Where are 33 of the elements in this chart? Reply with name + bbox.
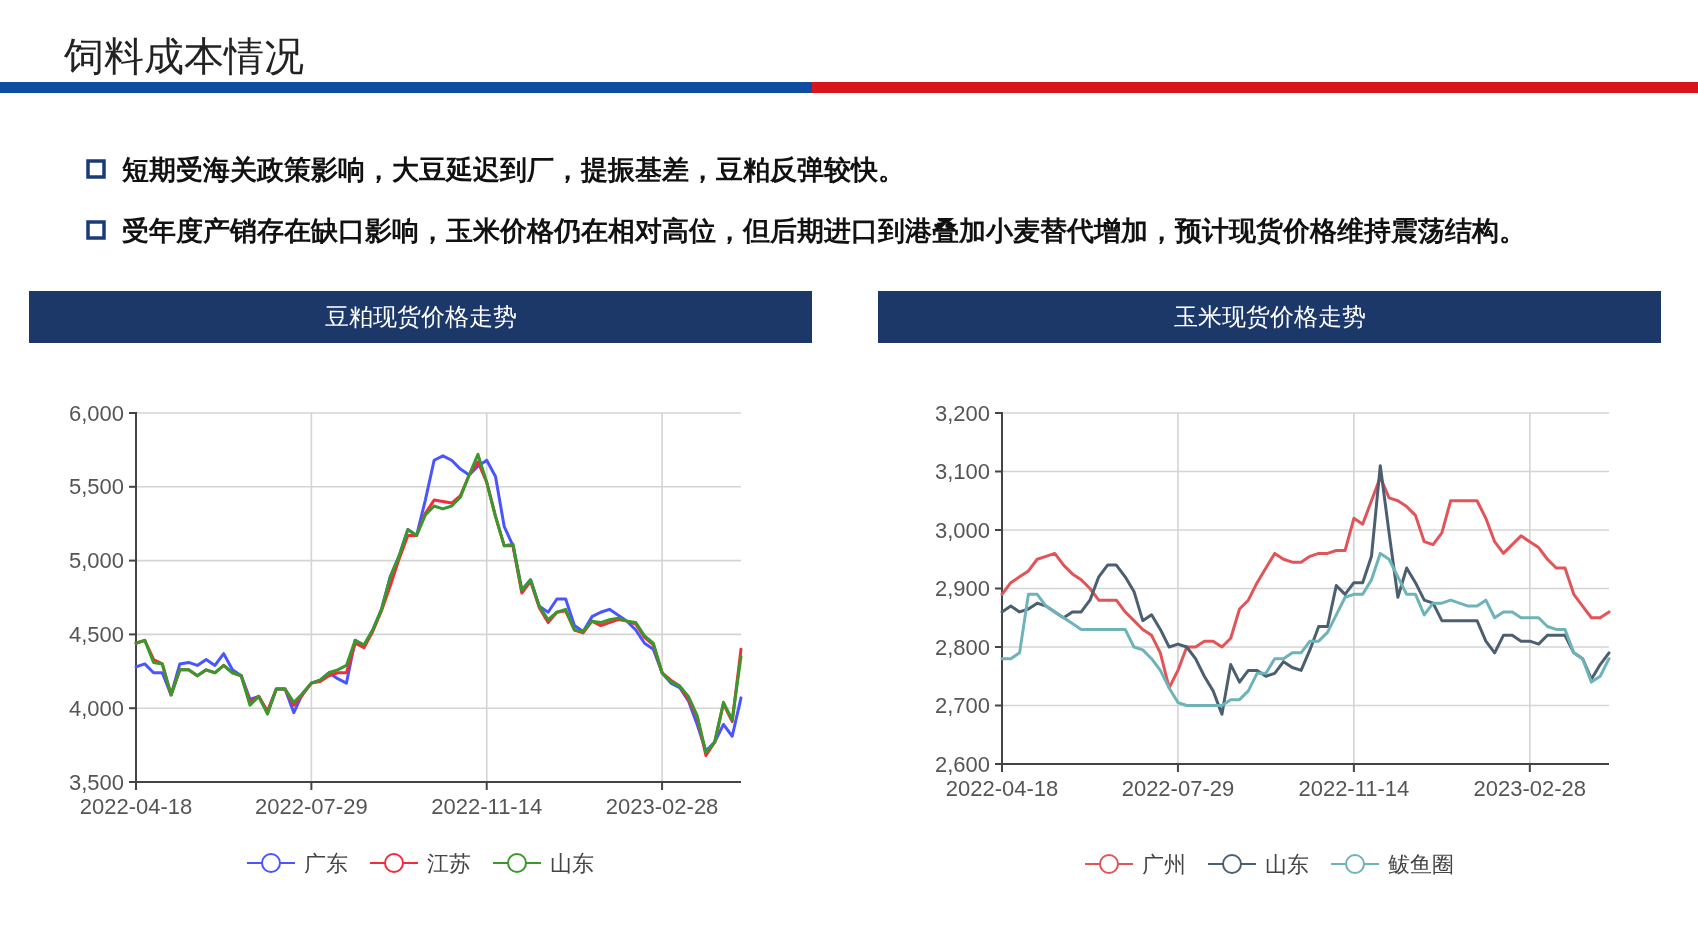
y-tick-label: 6,000: [68, 400, 124, 426]
legend-label: 江苏: [427, 850, 471, 876]
legend-label: 广州: [1142, 851, 1186, 877]
y-tick-label: 2,900: [934, 576, 990, 601]
x-tick-label: 2022-04-18: [945, 775, 1059, 801]
line-series: [1000, 551, 1611, 707]
y-tick-label: 5,500: [68, 474, 124, 500]
chart-title: 玉米现货价格走势: [1173, 303, 1366, 331]
x-tick-label: 2022-07-29: [255, 793, 368, 819]
text: 饲料成本情况: [63, 33, 304, 79]
y-tick-label: 2,700: [934, 693, 990, 718]
x-tick-label: 2022-07-29: [1121, 775, 1235, 801]
x-tick-label: 2023-02-28: [605, 793, 719, 819]
legend-label: 山东: [1265, 851, 1309, 877]
y-tick-label: 2,800: [934, 634, 990, 660]
legend-label: 广东: [304, 850, 348, 876]
y-tick-label: 5,000: [68, 548, 124, 574]
text: 受年度产销存在缺口影响，玉米价格仍在相对高位，但后期进口到港叠加小麦替代增加，预计现货价格维持震荡结构。: [122, 214, 1526, 246]
y-tick-label: 2,600: [934, 751, 990, 777]
x-tick-label: 2022-11-14: [1298, 775, 1410, 801]
y-tick-label: 3,500: [68, 769, 124, 795]
y-tick-label: 3,000: [934, 517, 990, 543]
y-tick-label: 3,200: [934, 400, 990, 426]
x-tick-label: 2022-11-14: [431, 793, 543, 819]
chart-title: 豆粕现货价格走势: [324, 303, 517, 331]
x-tick-label: 2023-02-28: [1473, 775, 1587, 801]
y-tick-label: 4,000: [68, 695, 124, 721]
x-tick-label: 2022-04-18: [79, 793, 193, 819]
y-tick-label: 3,100: [934, 459, 990, 484]
legend-label: 山东: [550, 850, 594, 876]
text: 短期受海关政策影响，大豆延迟到厂，提振基差，豆粕反弹较快。: [121, 153, 905, 185]
y-tick-label: 4,500: [68, 621, 124, 647]
legend-label: 鲅鱼圈: [1388, 851, 1454, 877]
